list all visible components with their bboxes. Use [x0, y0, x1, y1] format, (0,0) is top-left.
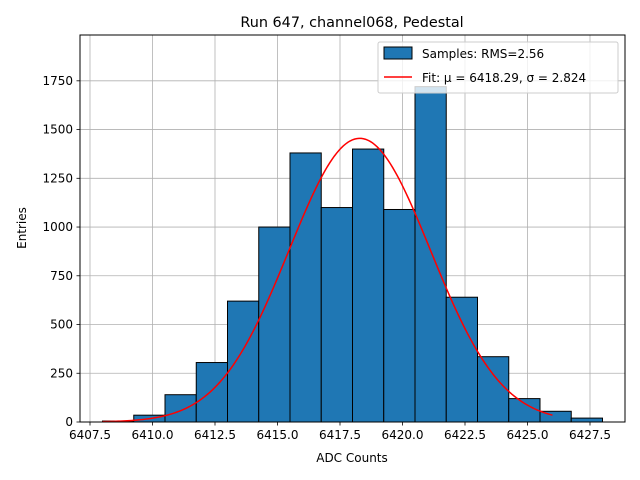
- y-tick-label: 1250: [42, 171, 73, 185]
- y-tick-label: 750: [50, 269, 73, 283]
- legend-fit-label: Fit: μ = 6418.29, σ = 2.824: [422, 71, 586, 85]
- histogram-bar: [289, 152, 322, 423]
- histogram-bar: [164, 394, 197, 423]
- x-tick-label: 6425.0: [507, 428, 549, 442]
- x-tick-label: 6420.0: [382, 428, 424, 442]
- histogram-bar: [508, 398, 541, 423]
- x-tick-label: 6417.5: [319, 428, 361, 442]
- y-axis-label: Entries: [15, 207, 29, 249]
- histogram-bar: [477, 356, 510, 423]
- y-tick-label: 0: [65, 415, 73, 429]
- x-tick-label: 6415.0: [257, 428, 299, 442]
- histogram-bars: [102, 86, 603, 423]
- x-tick-label: 6427.5: [569, 428, 611, 442]
- y-tick-label: 1750: [42, 74, 73, 88]
- histogram-bar: [570, 417, 603, 423]
- legend-histogram-swatch: [383, 46, 413, 60]
- chart-title: Run 647, channel068, Pedestal: [240, 15, 463, 31]
- x-tick-label: 6410.0: [132, 428, 174, 442]
- legend-box: [377, 41, 619, 94]
- histogram-bar: [258, 226, 291, 423]
- x-tick-label: 6407.5: [69, 428, 111, 442]
- plot-frame: [79, 34, 626, 423]
- y-axis-ticks: 0 250 500 750 1000 1250 1500 1750: [42, 74, 80, 429]
- fit-layer: [102, 137, 553, 423]
- histogram-bar: [227, 300, 260, 423]
- gaussian-fit-line: [102, 137, 553, 423]
- x-tick-label: 6412.5: [194, 428, 236, 442]
- x-axis-label: ADC Counts: [316, 451, 388, 465]
- histogram-bar: [414, 86, 447, 423]
- histogram-bar: [352, 148, 385, 423]
- x-tick-label: 6422.5: [444, 428, 486, 442]
- legend-histogram-label: Samples: RMS=2.56: [422, 47, 544, 61]
- histogram-bar: [383, 208, 416, 423]
- legend: Samples: RMS=2.56 Fit: μ = 6418.29, σ = …: [377, 41, 619, 94]
- x-axis-ticks: 6407.5 6410.0 6412.5 6415.0 6417.5 6420.0 6422…: [69, 422, 611, 442]
- y-tick-label: 250: [50, 366, 73, 380]
- histogram-bar: [195, 362, 228, 423]
- y-tick-label: 500: [50, 318, 73, 332]
- histogram-bar: [445, 296, 478, 423]
- y-tick-label: 1500: [42, 123, 73, 137]
- y-tick-label: 1000: [42, 220, 73, 234]
- histogram-bar: [320, 207, 353, 423]
